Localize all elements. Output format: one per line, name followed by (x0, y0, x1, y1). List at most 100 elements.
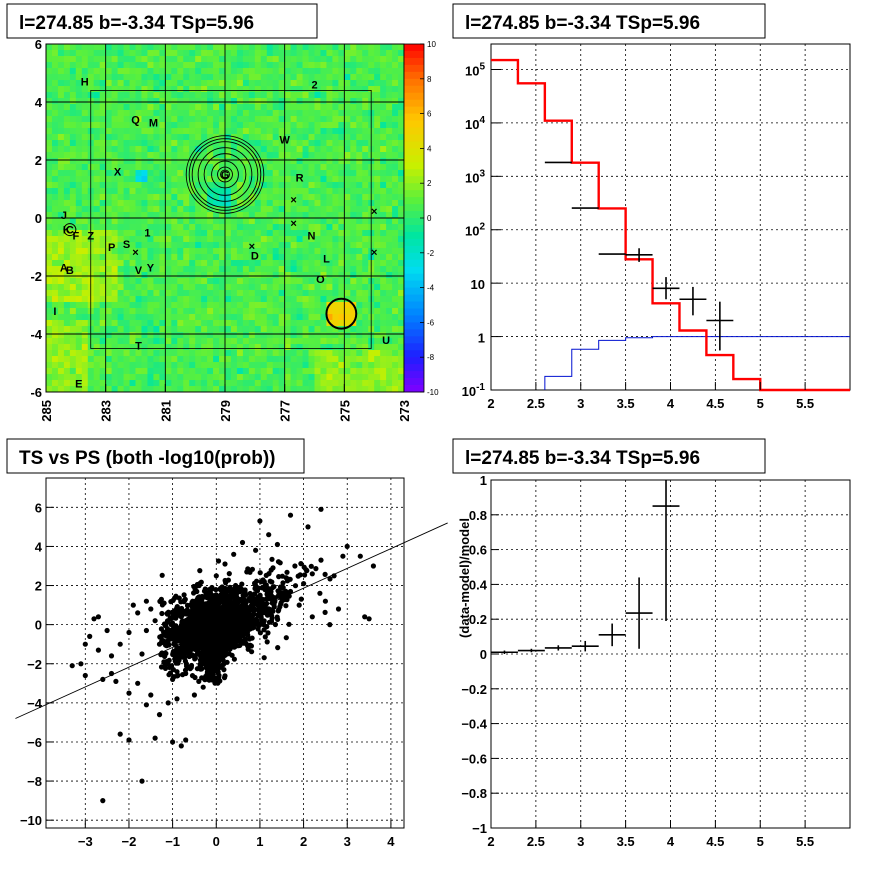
colorbar-step (404, 44, 424, 52)
heatmap-cell (207, 260, 214, 267)
heatmap-cell (344, 92, 351, 99)
scatter-point (176, 595, 182, 601)
heatmap-cell (75, 260, 83, 267)
heatmap-cell (314, 302, 321, 309)
heatmap-cell (183, 338, 190, 345)
heatmap-cell (392, 212, 399, 219)
heatmap-cell (386, 56, 393, 63)
heatmap-cell (195, 272, 202, 279)
heatmap-cell (374, 374, 381, 381)
heatmap-cell (284, 230, 292, 237)
heatmap-cell (386, 176, 393, 183)
heatmap-cell (350, 182, 357, 189)
heatmap-cell (374, 146, 381, 153)
heatmap-cell (111, 74, 118, 81)
scatter-points (69, 506, 376, 804)
heatmap-cell (242, 254, 250, 261)
scatter-point (158, 664, 165, 670)
heatmap-cell (141, 296, 148, 303)
heatmap-cell (356, 362, 363, 369)
heatmap-cell (374, 278, 381, 285)
heatmap-cell (356, 374, 363, 381)
heatmap-cell (290, 122, 297, 129)
heatmap-cell (326, 176, 333, 183)
heatmap-cell (320, 140, 327, 147)
heatmap-cell (159, 374, 166, 381)
heatmap-cell (201, 362, 208, 369)
heatmap-cell (111, 182, 118, 189)
heatmap-cell (111, 158, 118, 165)
heatmap-cell (51, 104, 59, 111)
heatmap-cell (356, 182, 363, 189)
heatmap-cell (105, 50, 113, 57)
heatmap-cell (46, 212, 53, 219)
colorbar-step (404, 385, 424, 393)
heatmap-cell (332, 98, 339, 105)
heatmap-cell (99, 332, 107, 339)
heatmap-cell (242, 110, 250, 117)
heatmap-cell (141, 350, 148, 357)
heatmap-cell (111, 248, 118, 255)
heatmap-cell (398, 122, 405, 129)
heatmap-cell (374, 362, 381, 369)
heatmap-cell (213, 44, 220, 51)
heatmap-cell (99, 92, 107, 99)
heatmap-cell (105, 218, 113, 225)
heatmap-cell (153, 278, 160, 285)
heatmap-cell (248, 74, 256, 81)
heatmap-cell (147, 68, 154, 75)
heatmap-cell (123, 236, 130, 243)
heatmap-cell (278, 86, 286, 93)
heatmap-cell (135, 56, 142, 63)
heatmap-cell (225, 236, 232, 243)
heatmap-cell (266, 116, 274, 123)
scatter-point (167, 670, 173, 676)
heatmap-cell (93, 86, 101, 93)
heatmap-cell (338, 368, 345, 375)
heatmap-cell (290, 50, 297, 57)
heatmap-cell (105, 224, 113, 231)
heatmap-cell (219, 176, 226, 183)
heatmap-cell (207, 362, 214, 369)
heatmap-cell (69, 80, 77, 87)
heatmap-cell (326, 236, 333, 243)
heatmap-cell (350, 80, 357, 87)
heatmap-cell (278, 134, 286, 141)
heatmap-cell (207, 158, 214, 165)
heatmap-cell (380, 224, 387, 231)
heatmap-cell (356, 254, 363, 261)
heatmap-cell (356, 338, 363, 345)
heatmap-cell (69, 122, 77, 129)
heatmap-cell (248, 86, 256, 93)
heatmap-cell (189, 128, 196, 135)
heatmap-cell (117, 290, 124, 297)
heatmap-cell (362, 272, 369, 279)
heatmap-cell (105, 86, 113, 93)
heatmap-cell (183, 116, 190, 123)
heatmap-cell (398, 338, 405, 345)
heatmap-cell (159, 338, 166, 345)
heatmap-cell (236, 86, 244, 93)
heatmap-cell (123, 164, 130, 171)
heatmap-cell (195, 158, 202, 165)
heatmap-cell (135, 308, 142, 315)
heatmap-cell (213, 326, 220, 333)
heatmap-cell (201, 386, 208, 393)
heatmap-cell (290, 236, 297, 243)
heatmap-cell (284, 242, 292, 249)
heatmap-cell (219, 200, 226, 207)
heatmap-cell (296, 368, 303, 375)
heatmap-cell (165, 104, 172, 111)
heatmap-cell (165, 320, 172, 327)
heatmap-cell (153, 230, 160, 237)
heatmap-cell (93, 116, 101, 123)
heatmap-cell (129, 68, 136, 75)
heatmap-cell (69, 344, 77, 351)
scatter-point (272, 621, 278, 628)
heatmap-cell (177, 158, 184, 165)
heatmap-cell (374, 140, 381, 147)
heatmap-cell (236, 200, 244, 207)
heatmap-cell (284, 200, 292, 207)
heatmap-cell (63, 290, 71, 297)
heatmap-cell (344, 182, 351, 189)
